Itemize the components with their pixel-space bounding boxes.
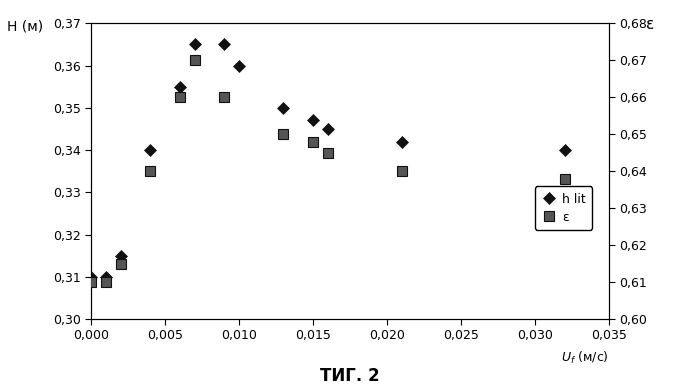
h lit: [146, 148, 155, 152]
h lit: [116, 253, 125, 258]
ε: [220, 95, 228, 100]
Text: $U_f$ (м/с): $U_f$ (м/с): [561, 350, 609, 366]
h lit: [323, 126, 332, 131]
h lit: [190, 42, 199, 47]
h lit: [398, 139, 406, 144]
Line: ε: ε: [86, 56, 570, 287]
h lit: [220, 42, 228, 47]
ε: [87, 280, 95, 284]
h lit: [279, 105, 288, 110]
h lit: [176, 84, 184, 89]
ε: [309, 139, 317, 144]
Text: ΤИГ. 2: ΤИГ. 2: [320, 367, 380, 385]
h lit: [309, 118, 317, 123]
ε: [176, 95, 184, 100]
Line: h lit: h lit: [87, 40, 569, 281]
h lit: [102, 274, 110, 279]
h lit: [234, 63, 243, 68]
ε: [190, 58, 199, 63]
h lit: [561, 148, 569, 152]
Y-axis label: ε: ε: [646, 18, 654, 32]
Text: H (м): H (м): [7, 19, 43, 33]
ε: [561, 176, 569, 181]
ε: [323, 150, 332, 155]
ε: [146, 169, 155, 173]
h lit: [87, 274, 95, 279]
ε: [279, 132, 288, 137]
ε: [116, 261, 125, 266]
ε: [102, 280, 110, 284]
ε: [398, 169, 406, 173]
Legend: h lit, ε: h lit, ε: [535, 186, 592, 230]
